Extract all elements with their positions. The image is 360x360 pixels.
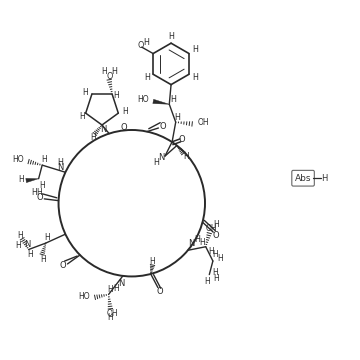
Text: H: H bbox=[82, 89, 88, 98]
Text: H: H bbox=[113, 284, 118, 293]
Text: H: H bbox=[19, 175, 24, 184]
Text: H: H bbox=[208, 247, 214, 256]
Text: H: H bbox=[16, 241, 22, 250]
Text: H: H bbox=[31, 188, 37, 197]
Text: H: H bbox=[213, 220, 219, 229]
Text: Abs: Abs bbox=[295, 174, 311, 183]
FancyBboxPatch shape bbox=[292, 170, 314, 186]
Text: H: H bbox=[194, 235, 200, 244]
Text: H: H bbox=[36, 188, 42, 197]
Polygon shape bbox=[26, 178, 39, 183]
Text: H: H bbox=[212, 250, 217, 259]
Text: HO: HO bbox=[12, 155, 24, 164]
Text: N: N bbox=[57, 163, 63, 172]
Text: O: O bbox=[213, 231, 219, 240]
Text: H: H bbox=[108, 285, 113, 294]
Text: H: H bbox=[170, 95, 176, 104]
Text: OH: OH bbox=[205, 224, 217, 233]
Text: H: H bbox=[108, 313, 113, 322]
Text: N: N bbox=[118, 279, 124, 288]
Text: H: H bbox=[143, 37, 149, 46]
Text: O: O bbox=[37, 193, 43, 202]
Text: H: H bbox=[204, 276, 210, 285]
Text: O: O bbox=[159, 122, 166, 131]
Text: O: O bbox=[106, 72, 112, 81]
Text: N: N bbox=[100, 125, 106, 134]
Text: H: H bbox=[192, 45, 198, 54]
Text: H: H bbox=[102, 67, 107, 76]
Text: N: N bbox=[24, 240, 30, 249]
Text: H: H bbox=[213, 274, 219, 283]
Text: O: O bbox=[138, 41, 144, 50]
Text: HO: HO bbox=[78, 292, 90, 301]
Text: O: O bbox=[179, 135, 185, 144]
Text: H: H bbox=[321, 174, 328, 183]
Text: OH: OH bbox=[197, 118, 209, 127]
Text: H: H bbox=[199, 238, 205, 247]
Text: N: N bbox=[188, 239, 195, 248]
Text: H: H bbox=[39, 181, 45, 190]
Text: H: H bbox=[183, 152, 189, 161]
Text: H: H bbox=[113, 91, 119, 100]
Polygon shape bbox=[153, 99, 169, 104]
Text: H: H bbox=[40, 255, 46, 264]
Text: H: H bbox=[150, 257, 156, 266]
Text: H: H bbox=[79, 112, 85, 121]
Text: H: H bbox=[122, 107, 127, 116]
Text: H: H bbox=[45, 233, 50, 242]
Text: O: O bbox=[157, 287, 163, 296]
Text: H: H bbox=[90, 133, 96, 142]
Text: OH: OH bbox=[106, 309, 118, 318]
Text: H: H bbox=[153, 158, 159, 167]
Text: H: H bbox=[212, 268, 217, 277]
Text: H: H bbox=[112, 67, 117, 76]
Text: H: H bbox=[192, 73, 198, 82]
Text: H: H bbox=[57, 158, 63, 167]
Text: O: O bbox=[60, 261, 67, 270]
Text: HO: HO bbox=[137, 95, 149, 104]
Text: H: H bbox=[144, 73, 150, 82]
Text: H: H bbox=[27, 250, 33, 259]
Text: O: O bbox=[121, 123, 127, 132]
Text: H: H bbox=[175, 113, 180, 122]
Text: H: H bbox=[17, 231, 23, 240]
Text: H: H bbox=[41, 155, 47, 164]
Text: H: H bbox=[168, 32, 174, 41]
Text: H: H bbox=[217, 254, 223, 263]
Text: N: N bbox=[158, 153, 165, 162]
